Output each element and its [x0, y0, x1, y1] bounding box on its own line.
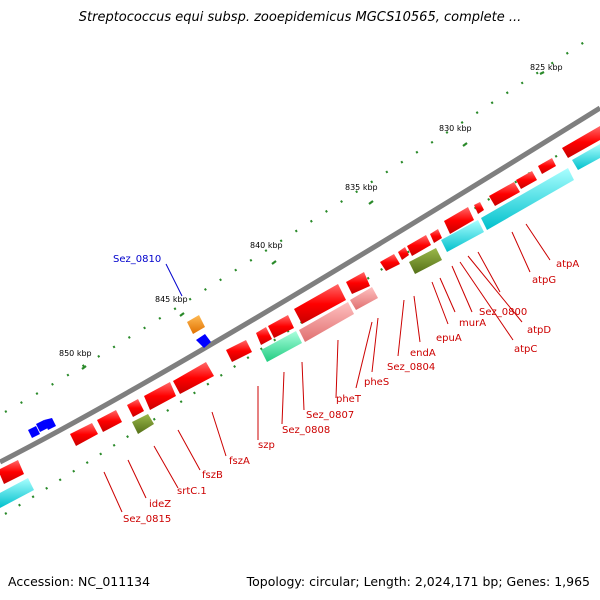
gene-arrow-blue	[28, 426, 40, 438]
gene-arrow	[97, 410, 122, 432]
gene-bar	[299, 302, 354, 342]
gene-arrow	[144, 382, 176, 410]
ruler-label: 835 kbp	[345, 183, 378, 192]
gene-label: atpG	[532, 275, 556, 286]
gene-label: Sez_0807	[306, 410, 354, 421]
page-title: Streptococcus equi subsp. zooepidemicus …	[78, 10, 522, 25]
gene-bar	[409, 248, 442, 274]
gene-label: epuA	[436, 333, 462, 344]
gene-label: atpC	[514, 344, 537, 355]
gene-arrow	[226, 340, 252, 362]
inner-tick-arc	[4, 131, 596, 515]
gene-label: Sez_0804	[387, 362, 435, 373]
gene-label: srtC.1	[177, 486, 207, 497]
gene-arrow	[173, 362, 214, 394]
gene-label: Sez_0800	[479, 307, 527, 318]
gene-arrow	[407, 235, 431, 256]
ruler-label: 850 kbp	[59, 349, 92, 358]
ruler-labels: 825 kbp 830 kbp 835 kbp 840 kbp 845 kbp …	[59, 63, 563, 358]
major-ticks	[81, 71, 545, 370]
gene-arrow-blue	[36, 420, 48, 432]
gene-arrow	[398, 247, 409, 260]
gene-labels: atpA atpG Sez_0800 atpD atpC murA epuA e…	[113, 254, 579, 525]
gene-bar	[0, 478, 34, 508]
gene-arrow-blue	[44, 418, 56, 430]
ruler-label: 825 kbp	[530, 63, 563, 72]
reverse-genes	[0, 144, 600, 508]
gene-label: fszB	[202, 470, 223, 481]
ruler-label: 845 kbp	[155, 295, 188, 304]
gene-bar	[441, 220, 484, 252]
ruler-label: 830 kbp	[439, 124, 472, 133]
leader-line-blue	[165, 263, 183, 297]
gene-label: pheS	[364, 377, 389, 388]
gene-arrow	[294, 284, 346, 324]
outer-tick-arc	[4, 34, 596, 413]
gene-arrow	[0, 460, 24, 484]
gene-arrow	[256, 327, 272, 345]
gene-arrow-blue	[196, 334, 211, 348]
gene-label: szp	[258, 440, 275, 451]
gene-bar	[187, 315, 205, 334]
gene-arrow	[380, 254, 400, 271]
gene-arrow	[444, 207, 474, 234]
gene-arrow	[346, 272, 370, 294]
gene-bar	[481, 168, 574, 230]
gene-arrow	[70, 423, 98, 446]
gene-bar	[572, 144, 600, 170]
gene-label: atpD	[527, 325, 551, 336]
genome-summary-text: Topology: circular; Length: 2,024,171 bp…	[246, 574, 590, 589]
leader-lines	[103, 223, 551, 513]
gene-label: ideZ	[149, 499, 171, 510]
gene-arrow	[562, 126, 600, 158]
gene-arrow	[127, 399, 144, 417]
gene-label: endA	[410, 348, 436, 359]
gene-arrow	[538, 158, 556, 174]
gene-label: Sez_0808	[282, 425, 330, 436]
forward-genes	[0, 126, 600, 484]
gene-arrow	[474, 202, 484, 214]
gene-label: Sez_0815	[123, 514, 171, 525]
gene-bar	[261, 331, 302, 362]
gene-arrow	[516, 171, 537, 189]
gene-arrow	[268, 315, 294, 338]
gene-bar	[132, 414, 154, 434]
gene-label: Sez_0810	[113, 254, 161, 265]
gene-arrow	[489, 182, 520, 206]
ruler-label: 840 kbp	[250, 241, 283, 250]
gene-bar	[350, 287, 378, 310]
gene-label: murA	[459, 318, 486, 329]
gene-label: pheT	[336, 394, 362, 405]
gene-arrow	[430, 229, 442, 243]
gene-label: atpA	[556, 259, 579, 270]
accession-text: Accession: NC_011134	[8, 574, 151, 589]
gene-label: fszA	[229, 456, 250, 467]
genome-backbone	[0, 105, 600, 465]
